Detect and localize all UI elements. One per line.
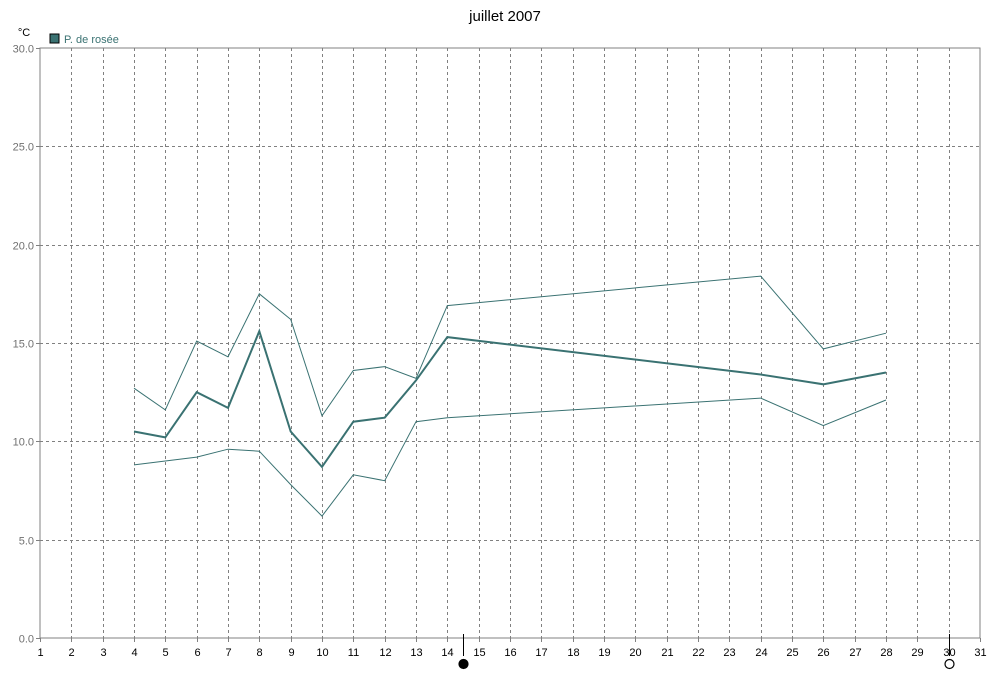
x-tick-label: 5 xyxy=(162,647,168,659)
x-tick-label: 7 xyxy=(225,647,231,659)
grid xyxy=(40,48,980,638)
x-tick-label: 18 xyxy=(567,647,579,659)
legend: P. de rosée xyxy=(49,33,119,46)
x-tick-label: 2 xyxy=(68,647,74,659)
x-tick-label: 3 xyxy=(100,647,106,659)
x-tick-label: 6 xyxy=(194,647,200,659)
y-tick-label: 5.0 xyxy=(19,536,34,548)
series-line-min xyxy=(133,397,887,517)
y-axis-unit-label: °C xyxy=(18,27,30,39)
x-tick-label: 4 xyxy=(131,647,137,659)
x-tick-label: 10 xyxy=(316,647,328,659)
x-tick-label: 27 xyxy=(849,647,861,659)
x-tick-label: 28 xyxy=(880,647,892,659)
x-tick-label: 14 xyxy=(441,647,453,659)
x-tick-label: 17 xyxy=(535,647,547,659)
legend-swatch xyxy=(49,33,60,44)
x-tick-label: 9 xyxy=(288,647,294,659)
moon-phase-markers xyxy=(458,634,955,670)
x-tick-label: 19 xyxy=(598,647,610,659)
x-tick-label: 26 xyxy=(817,647,829,659)
y-tick-label: 0.0 xyxy=(19,634,34,646)
y-tick-label: 25.0 xyxy=(13,142,34,154)
x-tick-label: 15 xyxy=(473,647,485,659)
y-tick-label: 15.0 xyxy=(13,339,34,351)
x-tick-label: 20 xyxy=(629,647,641,659)
series-lines xyxy=(133,275,887,517)
x-tick-label: 11 xyxy=(348,647,359,659)
x-tick-label: 21 xyxy=(661,647,673,659)
legend-label: P. de rosée xyxy=(64,34,119,46)
x-tick-label: 23 xyxy=(723,647,735,659)
new-moon-icon xyxy=(944,658,955,670)
series-line-max xyxy=(133,275,887,417)
y-tick-label: 30.0 xyxy=(13,44,34,56)
x-tick-label: 29 xyxy=(911,647,923,659)
chart-title: juillet 2007 xyxy=(468,8,541,25)
x-axis-ticks: 1 2 3 4 5 6 7 8 9 10 11 12 13 14 15 16 17 18 19 20 21 22 23 24 2… xyxy=(37,638,987,659)
x-tick-label: 1 xyxy=(37,647,43,659)
x-tick-label: 31 xyxy=(974,647,986,659)
full-moon-icon xyxy=(458,658,469,670)
x-tick-label: 12 xyxy=(379,647,391,659)
x-tick-label: 16 xyxy=(504,647,516,659)
x-tick-label: 13 xyxy=(410,647,422,659)
x-tick-label: 22 xyxy=(692,647,704,659)
y-axis-ticks: 0.0 5.0 10.0 15.0 20.0 25.0 30.0 xyxy=(13,44,40,646)
y-tick-label: 10.0 xyxy=(13,437,34,449)
y-tick-label: 20.0 xyxy=(13,241,34,253)
x-tick-label: 24 xyxy=(755,647,767,659)
x-tick-label: 8 xyxy=(256,647,262,659)
x-tick-label: 25 xyxy=(786,647,798,659)
series-line-mean xyxy=(133,328,887,469)
